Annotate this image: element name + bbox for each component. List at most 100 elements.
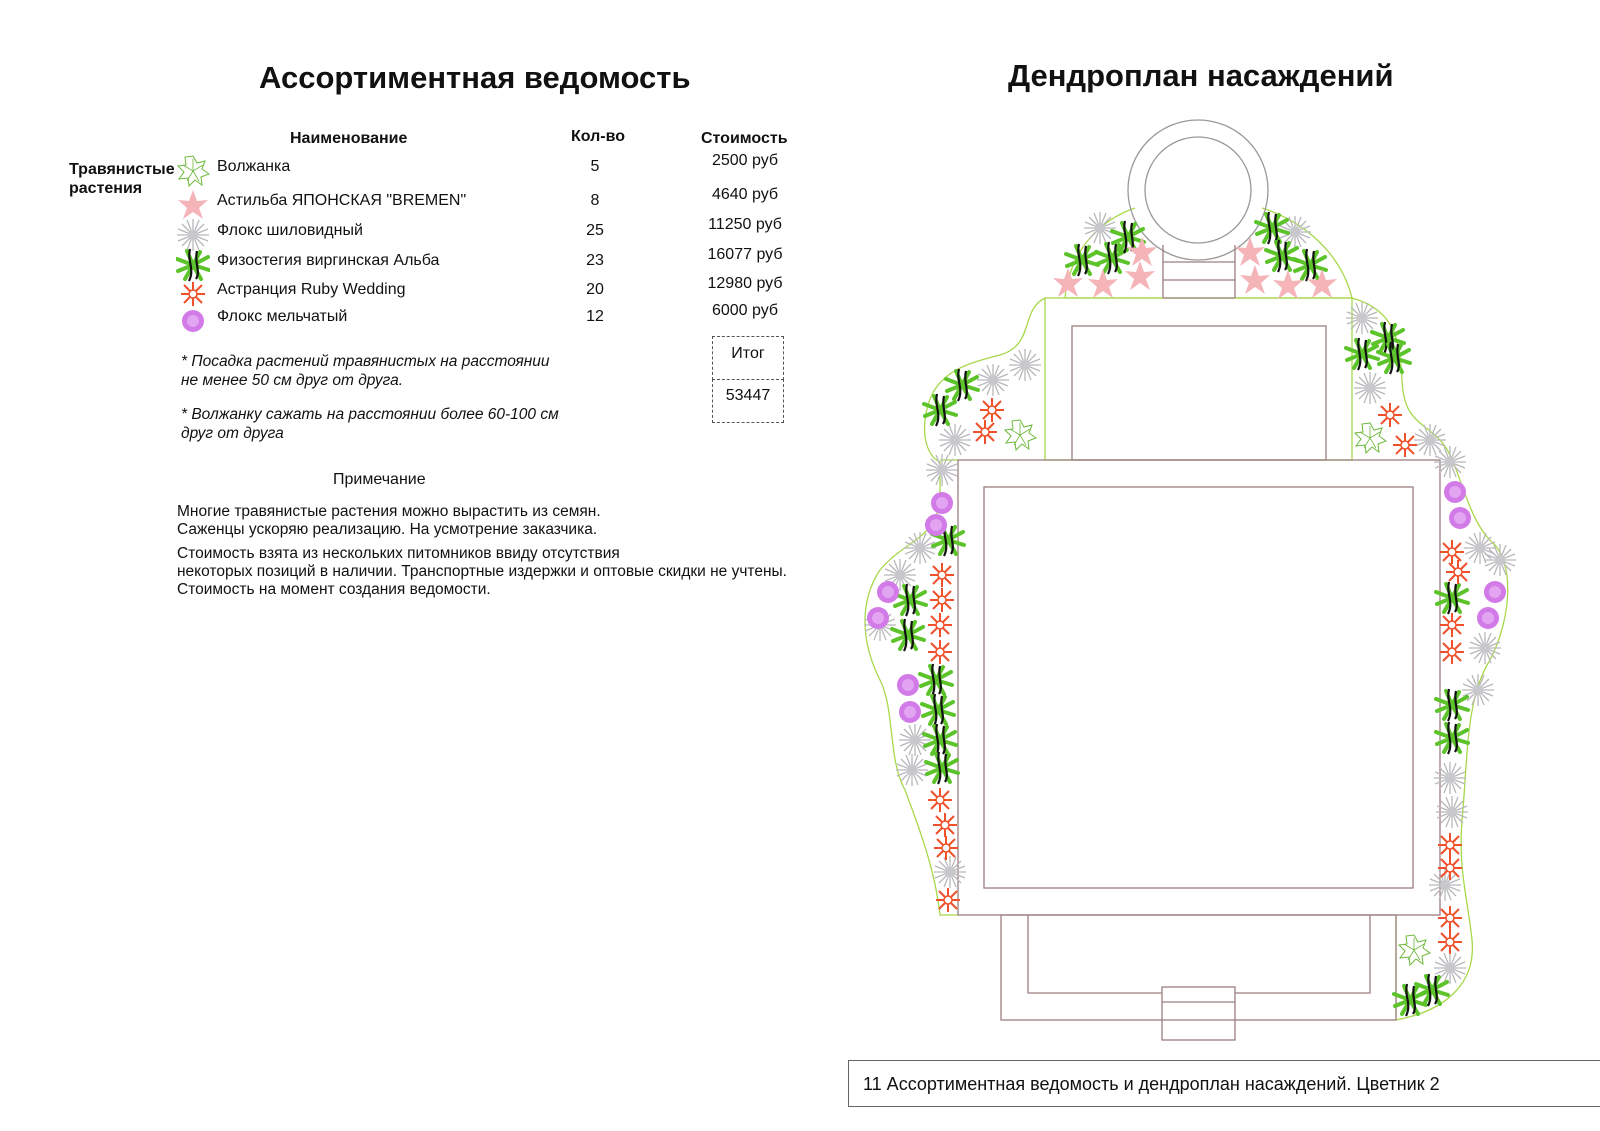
volzhanka-leaf-icon [1004, 419, 1037, 451]
remark-paragraph-1: Многие травянистые растения можно выраст… [177, 503, 601, 539]
remark-paragraph-2: Стоимость взята из нескольких питомников… [177, 545, 787, 599]
astilbe-pink-icon [1273, 270, 1303, 299]
astrantia-red-icon [1437, 855, 1463, 881]
astrantia-red-icon [927, 612, 953, 638]
remark-line: Стоимость взята из нескольких питомников… [177, 545, 620, 562]
phlox-purple-icon [877, 581, 899, 603]
row-name: Астильба ЯПОНСКАЯ "BREMEN" [217, 192, 467, 209]
phlox-purple-icon [1484, 581, 1506, 603]
astrantia-red-icon [929, 587, 955, 613]
astrantia-red-icon [1445, 559, 1471, 585]
remark-title: Примечание [333, 471, 426, 488]
astrantia-red-icon [1437, 929, 1463, 955]
physostegia-green-icon [1414, 972, 1450, 1008]
astrantia-red-icon [933, 835, 959, 861]
category-label: Травянистые растения [69, 161, 175, 197]
phlox-purple-icon [899, 701, 921, 723]
total-label: Итог [712, 336, 784, 380]
astrantia-red-icon [1437, 832, 1463, 858]
header-qty: Кол-во [571, 128, 626, 145]
top-stairs [1162, 245, 1236, 299]
phlox-grey-icon [903, 531, 937, 565]
physostegia-green-icon [922, 392, 958, 428]
row-cost: 2500 руб [711, 152, 779, 169]
phlox-grey-icon [1468, 631, 1502, 665]
phlox-purple-icon [931, 492, 953, 514]
physostegia-green-icon [1264, 238, 1300, 274]
round-platform-outer [1127, 119, 1269, 261]
volzhanka-leaf-icon [1354, 422, 1387, 454]
total-value: 53447 [712, 379, 784, 423]
note-line: не менее 50 см друг от друга. [181, 372, 404, 389]
astrantia-red-icon [1377, 402, 1403, 428]
astilbe-pink-icon [1125, 261, 1155, 290]
remark-line: некоторых позиций в наличии. Транспортны… [177, 563, 787, 580]
header-name: Наименование [290, 130, 408, 147]
remark-line: Стоимость на момент создания ведомости. [177, 581, 491, 598]
phlox-purple-icon [1444, 481, 1466, 503]
physostegia-green-icon [1434, 720, 1470, 756]
phlox-purple-icon [897, 674, 919, 696]
row-cost: 12980 руб [707, 275, 783, 292]
remark-line: Многие травянистые растения можно выраст… [177, 503, 601, 520]
row-qty: 12 [586, 308, 604, 325]
note-line: * Волжанку сажать на расстоянии более 60… [181, 406, 559, 423]
phlox-grey-icon [1463, 531, 1497, 565]
phlox-grey-icon [1008, 348, 1042, 382]
astrantia-red-icon [927, 639, 953, 665]
phlox-grey-icon [898, 723, 932, 757]
physostegia-green-icon [920, 692, 956, 728]
phlox-grey-icon [1483, 543, 1517, 577]
note-line: друг от друга [181, 425, 284, 442]
main-terrace [957, 459, 1441, 916]
row-cost: 6000 руб [711, 302, 779, 319]
upper-inner-area [1071, 325, 1327, 461]
physostegia-green-icon [924, 750, 960, 786]
physostegia-green-icon [1434, 580, 1470, 616]
row-cost: 16077 руб [707, 246, 783, 263]
phlox-purple-icon [867, 607, 889, 629]
lower-inner-area [1027, 915, 1371, 994]
astrantia-red-icon [1439, 639, 1465, 665]
row-qty: 23 [586, 252, 604, 269]
row-qty: 20 [586, 281, 604, 298]
row-cost: 4640 руб [711, 186, 779, 203]
volzhanka-leaf-icon [1398, 934, 1431, 966]
sheet-title-assortment: Ассортиментная ведомость [259, 60, 691, 95]
phlox-grey-icon [925, 453, 959, 487]
row-name: Волжанка [217, 158, 291, 175]
row-name: Флокс шиловидный [217, 222, 363, 239]
astilbe-pink-icon [1088, 269, 1118, 298]
sheet-caption: 11 Ассортиментная ведомость и дендроплан… [848, 1060, 1600, 1107]
astrantia-red-icon [935, 887, 961, 913]
astrantia-red-icon [1437, 905, 1463, 931]
physostegia-green-icon [918, 662, 954, 698]
phlox-grey-icon [1433, 445, 1467, 479]
sheet-title-dendroplan: Дендроплан насаждений [1008, 58, 1394, 93]
round-platform-inner [1144, 136, 1252, 244]
phlox-grey-icon [1461, 673, 1495, 707]
astrantia-red-icon [979, 397, 1005, 423]
astrantia-red-icon [927, 787, 953, 813]
astrantia-red-icon [932, 812, 958, 838]
main-inner-area [983, 486, 1414, 889]
astrantia-red-icon [972, 419, 998, 445]
row-qty: 25 [586, 222, 604, 239]
note-line: * Посадка растений травянистых на рассто… [181, 353, 550, 370]
astrantia-red-icon [1439, 612, 1465, 638]
physostegia-green-icon [1434, 687, 1470, 723]
physostegia-green-icon [1392, 982, 1428, 1018]
row-name: Физостегия виргинская Альба [217, 252, 440, 269]
astrantia-red-icon [929, 562, 955, 588]
bottom-stairs [1161, 986, 1236, 1041]
plants-layer [863, 210, 1517, 1018]
planting-note-2: * Волжанку сажать на расстоянии более 60… [181, 405, 559, 443]
row-qty: 5 [590, 158, 600, 175]
astilbe-pink-icon [1235, 237, 1265, 266]
phlox-purple-icon [1449, 507, 1471, 529]
phlox-purple-icon [1477, 607, 1499, 629]
bed-outline-left [864, 297, 1046, 916]
phlox-grey-icon [1353, 371, 1387, 405]
